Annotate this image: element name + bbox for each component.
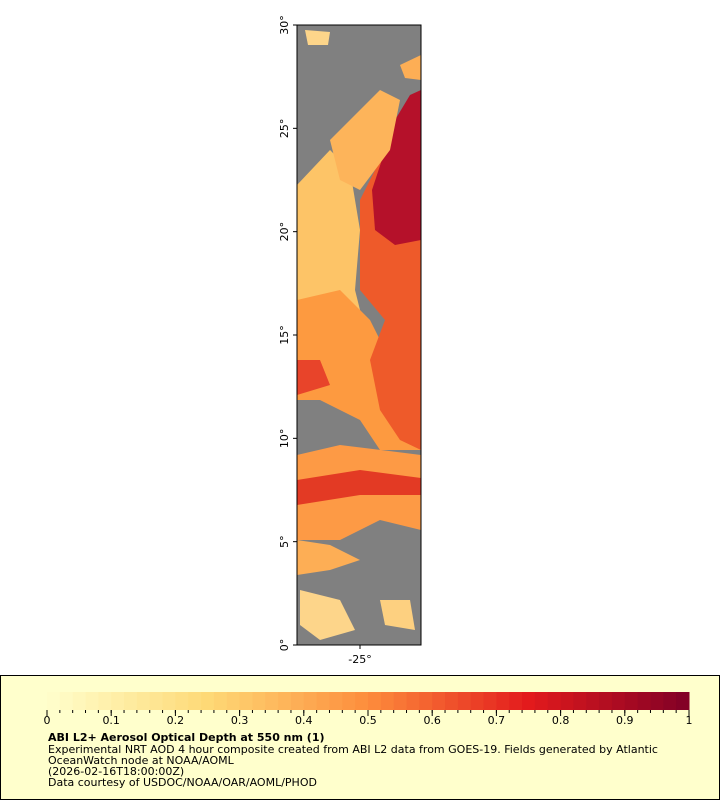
colorbar-cell — [59, 692, 74, 710]
colorbar-cell — [368, 692, 382, 710]
colorbar-tick-label: 0.3 — [231, 714, 249, 727]
legend-title: ABI L2+ Aerosol Optical Depth at 550 nm … — [48, 731, 325, 744]
colorbar-cell — [496, 692, 510, 710]
colorbar-cell — [278, 692, 292, 710]
colorbar-cell — [573, 692, 587, 710]
colorbar-cell — [239, 692, 253, 710]
colorbar-tick-label: 0.9 — [616, 714, 634, 727]
aerosol-area — [297, 360, 330, 395]
colorbar-cell — [599, 692, 613, 710]
colorbar-cell — [175, 692, 189, 710]
lat-tick-label: 0° — [278, 639, 291, 652]
lat-tick-label: 20° — [278, 222, 291, 242]
legend-line: Data courtesy of USDOC/NOAA/OAR/AOML/PHO… — [48, 776, 317, 789]
colorbar-cell — [329, 692, 343, 710]
legend-line: (2026-02-16T18:00:00Z) — [48, 765, 184, 778]
colorbar-cell — [47, 692, 61, 710]
lat-tick-label: 30° — [278, 15, 291, 35]
colorbar-cell — [406, 692, 420, 710]
aerosol-area — [380, 600, 415, 630]
colorbar-cell — [290, 692, 305, 710]
colorbar-tick-label: 0.7 — [488, 714, 506, 727]
colorbar-cell — [522, 692, 536, 710]
colorbar-tick-label: 0 — [44, 714, 51, 727]
colorbar-cell — [470, 692, 485, 710]
colorbar-cell — [355, 692, 369, 710]
colorbar-cell — [98, 692, 112, 710]
lat-tick-label: 5° — [278, 535, 291, 548]
colorbar-cell — [149, 692, 164, 710]
lon-tick-label: -25° — [348, 653, 371, 666]
colorbar-tick-label: 0.1 — [102, 714, 120, 727]
colorbar-cell — [316, 692, 330, 710]
colorbar-cell — [586, 692, 600, 710]
colorbar-cell — [393, 692, 408, 710]
aerosol-area — [305, 30, 330, 45]
colorbar-cell — [111, 692, 125, 710]
lat-tick-label: 15° — [278, 325, 291, 345]
lat-tick-label: 10° — [278, 429, 291, 449]
colorbar-cell — [534, 692, 549, 710]
colorbar-tick-label: 0.8 — [552, 714, 570, 727]
map-image — [296, 24, 422, 646]
colorbar-cell — [124, 692, 138, 710]
aerosol-area — [400, 55, 421, 80]
colorbar-cell — [509, 692, 523, 710]
colorbar-tick-label: 0.6 — [423, 714, 441, 727]
colorbar-cell — [432, 692, 446, 710]
colorbar-cell — [162, 692, 176, 710]
colorbar-cell — [663, 692, 677, 710]
colorbar-cell — [201, 692, 215, 710]
colorbar-cell — [85, 692, 99, 710]
colorbar: 0 0.1 0.2 0.3 0.4 0.5 0.6 0.7 0.8 0.9 1 — [44, 692, 693, 727]
aerosol-area — [330, 90, 400, 190]
aerosol-area — [297, 540, 360, 575]
colorbar-cell — [457, 692, 472, 710]
colorbar-cell — [342, 692, 356, 710]
colorbar-cell — [676, 692, 690, 710]
colorbar-cell — [547, 692, 562, 710]
colorbar-cell — [445, 692, 459, 710]
colorbar-cell — [226, 692, 241, 710]
aerosol-area — [300, 590, 355, 640]
colorbar-cell — [303, 692, 318, 710]
colorbar-cell — [483, 692, 497, 710]
colorbar-cell — [380, 692, 395, 710]
colorbar-cell — [560, 692, 574, 710]
colorbar-cell — [611, 692, 626, 710]
colorbar-cell — [188, 692, 202, 710]
colorbar-tick-label: 0.2 — [167, 714, 185, 727]
colorbar-cell — [213, 692, 228, 710]
colorbar-tick-label: 0.5 — [359, 714, 377, 727]
legend-line: OceanWatch node at NOAA/AOML — [48, 754, 235, 767]
colorbar-cell — [637, 692, 651, 710]
colorbar-cell — [650, 692, 664, 710]
lat-tick-label: 25° — [278, 119, 291, 139]
colorbar-cell — [419, 692, 433, 710]
colorbar-cell — [72, 692, 87, 710]
aerosol-area — [297, 470, 421, 505]
colorbar-tick-label: 1 — [686, 714, 693, 727]
colorbar-cell — [252, 692, 266, 710]
colorbar-cell — [624, 692, 639, 710]
colorbar-cell — [136, 692, 151, 710]
aerosol-area — [372, 90, 421, 245]
colorbar-cell — [265, 692, 279, 710]
colorbar-tick-label: 0.4 — [295, 714, 313, 727]
legend-line: Experimental NRT AOD 4 hour composite cr… — [48, 743, 658, 756]
